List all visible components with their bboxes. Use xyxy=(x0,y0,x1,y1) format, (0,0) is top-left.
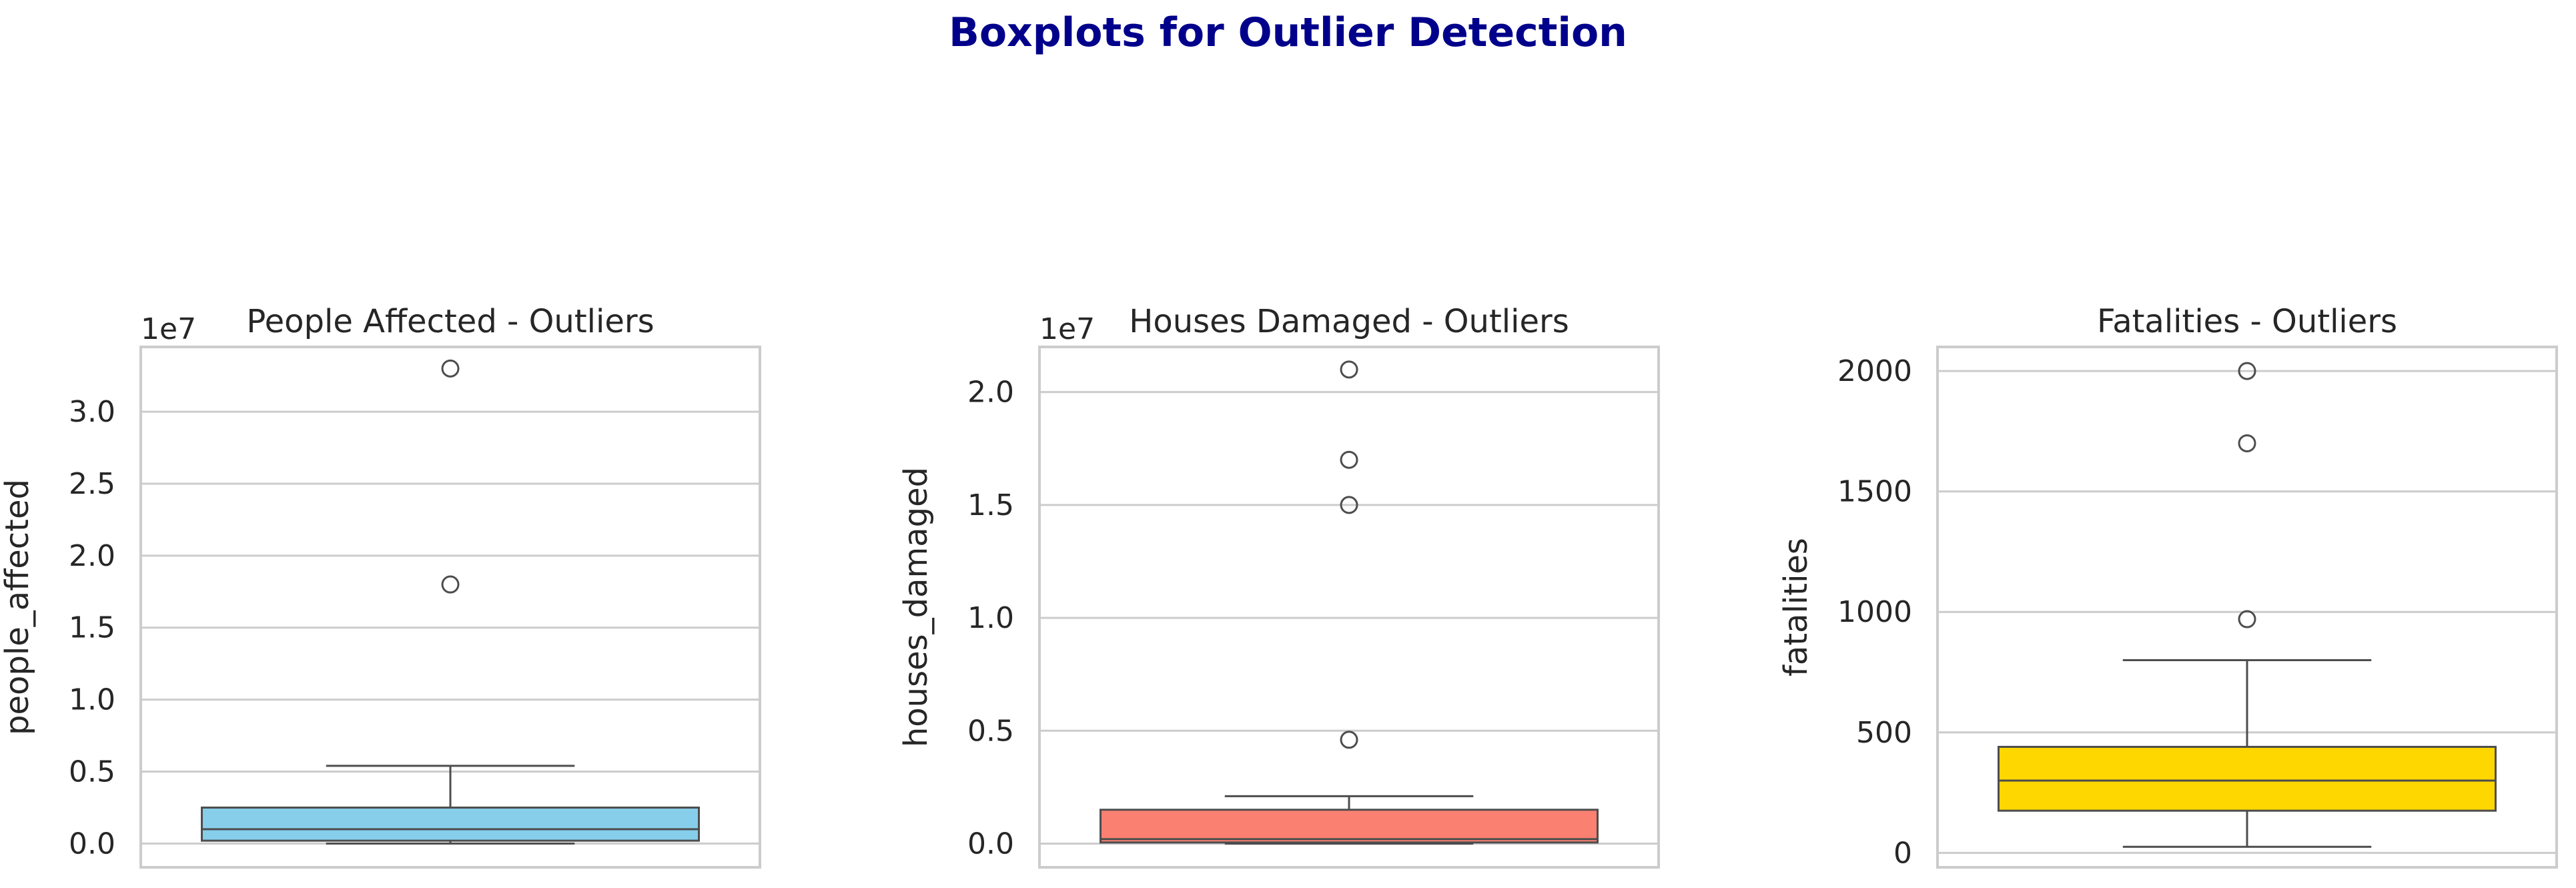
outlier-point xyxy=(1340,450,1358,469)
y-tick-label: 0.5 xyxy=(967,714,1014,748)
subplot-1: 0.0 0.5 1.0 1.5 2.0 2.5 3.0 people_affected Peop… xyxy=(0,303,761,869)
outlier-point xyxy=(441,575,460,594)
axis-offset-text: 1e7 xyxy=(1039,312,1095,346)
y-tick-label: 1500 xyxy=(1837,475,1912,509)
subplot-title: Fatalities - Outliers xyxy=(2097,303,2397,340)
subplot-3: 0 500 1000 1500 2000 fatalities Fatalities - O… xyxy=(1777,303,2558,870)
y-tick-label: 2.0 xyxy=(967,376,1014,410)
outlier-point xyxy=(2238,610,2256,628)
outlier-point xyxy=(1340,731,1358,749)
axis-offset-text: 1e7 xyxy=(141,312,196,346)
y-tick-label: 0.5 xyxy=(69,755,115,789)
y-tick-label: 3.0 xyxy=(69,395,115,429)
box-iqr xyxy=(1998,745,2497,812)
axes-frame xyxy=(1038,346,1660,869)
subplot-title: People Affected - Outliers xyxy=(246,303,654,340)
y-tick-label: 2.0 xyxy=(69,539,115,573)
y-tick-label: 0 xyxy=(1893,836,1912,870)
axes-frame xyxy=(1936,346,2558,869)
outlier-point xyxy=(441,359,460,378)
y-tick-label: 0.0 xyxy=(69,827,115,861)
y-tick-label: 2000 xyxy=(1837,354,1912,388)
y-tick-label: 1.5 xyxy=(69,611,115,645)
y-axis-label: houses_damaged xyxy=(897,467,935,747)
outlier-point xyxy=(1340,496,1358,514)
y-tick-label: 1.0 xyxy=(69,683,115,717)
axes-frame xyxy=(139,346,761,869)
y-tick-label: 0.0 xyxy=(967,827,1014,861)
figure-title: Boxplots for Outlier Detection xyxy=(949,9,1627,56)
y-axis-label: fatalities xyxy=(1777,538,1815,677)
subplot-2: 0.0 0.5 1.0 1.5 2.0 houses_damaged Houses Dama… xyxy=(897,303,1660,869)
y-axis-label: people_affected xyxy=(0,479,36,735)
y-tick-label: 1.5 xyxy=(967,488,1014,522)
outlier-point xyxy=(1340,360,1358,379)
box-iqr xyxy=(1100,809,1599,844)
subplot-title: Houses Damaged - Outliers xyxy=(1129,303,1569,340)
y-tick-label: 1.0 xyxy=(967,601,1014,635)
y-tick-label: 2.5 xyxy=(69,467,115,501)
box-iqr xyxy=(201,806,700,842)
outlier-point xyxy=(2238,362,2256,380)
y-tick-label: 1000 xyxy=(1837,595,1912,629)
outlier-point xyxy=(2238,434,2256,452)
y-tick-label: 500 xyxy=(1856,716,1912,750)
